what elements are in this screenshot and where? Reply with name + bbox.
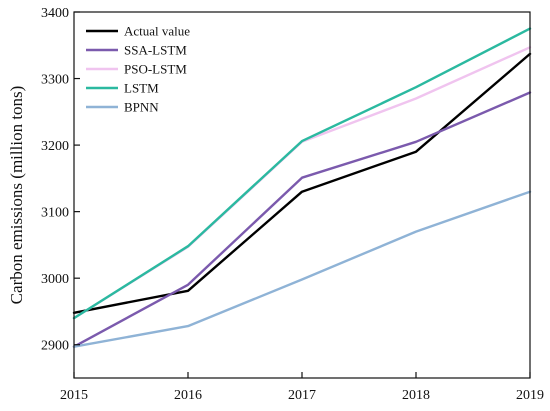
series-line-lstm	[72, 27, 532, 320]
y-tick-label: 3300	[41, 73, 69, 88]
x-tick-label: 2016	[174, 388, 202, 403]
series-line-ssa-lstm	[72, 91, 532, 348]
series-line-bpnn	[72, 190, 532, 348]
legend-label: LSTM	[124, 81, 159, 96]
legend-label: SSA-LSTM	[124, 43, 187, 58]
legend: Actual value SSA-LSTM PSO-LSTM LSTM BPNN	[86, 24, 190, 115]
series-line-actual-value	[72, 52, 532, 314]
x-tick-label: 2018	[402, 388, 430, 403]
series-layer	[72, 27, 532, 348]
y-tick-label: 3400	[41, 6, 69, 21]
legend-label: BPNN	[124, 100, 159, 115]
y-tick-label: 3200	[41, 139, 69, 154]
y-tick-label: 3000	[41, 272, 69, 287]
ticks-layer: 2015 2016 2017 2018 2019 2900 3000 3100 3200 3300…	[41, 6, 544, 403]
y-tick-label: 2900	[41, 339, 69, 354]
y-tick-label: 3100	[41, 206, 69, 221]
y-axis-title: Carbon emissions (million tons)	[7, 86, 26, 305]
x-tick-label: 2019	[516, 388, 544, 403]
x-tick-label: 2017	[288, 388, 316, 403]
legend-label: Actual value	[124, 24, 190, 39]
legend-label: PSO-LSTM	[124, 62, 187, 77]
x-tick-label: 2015	[60, 388, 88, 403]
